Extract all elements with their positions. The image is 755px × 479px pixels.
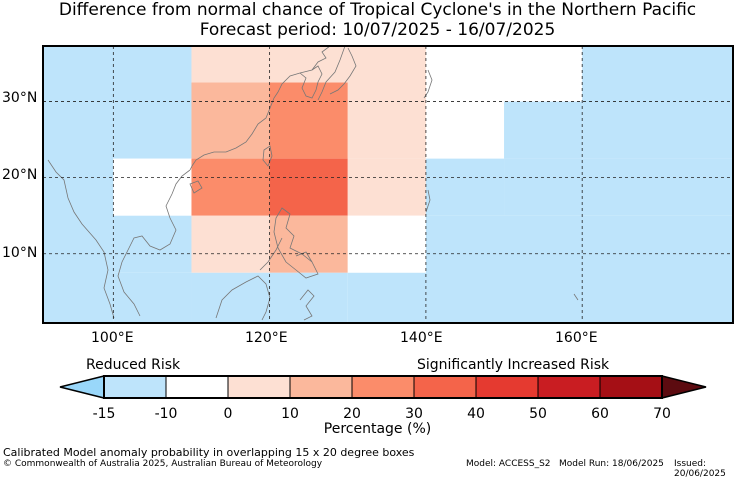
- colorbar-outline: [103, 375, 663, 399]
- japan-coastline: [317, 45, 357, 101]
- colorbar-tick: -10: [154, 406, 178, 422]
- risk-cell: [191, 158, 270, 216]
- colorbar-segment: [599, 375, 663, 399]
- colorbar-tick: 0: [223, 406, 233, 422]
- colorbar-segment: [165, 375, 229, 399]
- footer-model-run: Model Run: 18/06/2025: [559, 459, 664, 469]
- risk-cell: [191, 215, 270, 273]
- lon-label-140: 140°E: [400, 330, 443, 346]
- colorbar-tick: 40: [467, 406, 485, 422]
- colorbar-over-arrow: [661, 375, 707, 399]
- risk-cell: [347, 158, 426, 216]
- risk-cell: [269, 82, 348, 159]
- colorbar-tick: 10: [281, 406, 299, 422]
- risk-cell: [425, 215, 733, 323]
- philippines-coastline: [273, 207, 319, 279]
- lat-label-10: 10°N: [2, 245, 38, 261]
- risk-cell: [191, 272, 270, 323]
- risk-cell: [43, 101, 114, 323]
- lon-label-100: 100°E: [91, 330, 134, 346]
- colorbar-tick: 60: [591, 406, 609, 422]
- sulawesi-coastline: [299, 289, 315, 321]
- bay-of-bengal-coastline: [47, 159, 115, 319]
- graticule: [43, 46, 733, 323]
- hainan-coastline: [189, 180, 203, 194]
- borneo-coastline: [215, 275, 271, 321]
- colorbar-segment: [227, 375, 291, 399]
- korea-coastline: [299, 65, 323, 99]
- risk-cell: [269, 215, 348, 273]
- risk-cell: [425, 46, 583, 102]
- risk-cell: [113, 215, 192, 273]
- risk-cell: [347, 215, 426, 273]
- footer-issued: Issued: 20/06/2025: [674, 459, 726, 479]
- risk-grid-cells: [43, 46, 733, 323]
- colorbar-segment: [537, 375, 601, 399]
- map-frame: [42, 45, 734, 324]
- colorbar-tick: 50: [529, 406, 547, 422]
- colorbar-tick: 70: [653, 406, 671, 422]
- indochina-coastline: [117, 169, 191, 317]
- risk-cell: [191, 82, 270, 159]
- chart-title: Difference from normal chance of Tropica…: [58, 0, 697, 20]
- risk-cell: [113, 158, 192, 216]
- lat-label-30: 30°N: [2, 90, 38, 106]
- colorbar-segment: [475, 375, 539, 399]
- risk-cell: [269, 158, 348, 216]
- colorbar-tick: -15: [92, 406, 116, 422]
- colorbar-segment: [103, 375, 167, 399]
- footer-caption: Calibrated Model anomaly probability in …: [3, 446, 415, 459]
- risk-cell: [504, 101, 583, 159]
- risk-cell: [347, 82, 426, 159]
- colorbar-tick: 20: [343, 406, 361, 422]
- colorbar: [59, 375, 707, 399]
- reduced-risk-label: Reduced Risk: [86, 357, 181, 373]
- lat-label-20: 20°N: [2, 167, 38, 183]
- mindanao-coastline: [259, 237, 313, 271]
- risk-cell: [113, 272, 192, 323]
- colorbar-segment: [289, 375, 353, 399]
- lon-label-120: 120°E: [245, 330, 288, 346]
- forecast-period: Forecast period: 10/07/2025 - 16/07/2025: [199, 20, 556, 40]
- colorbar-segment: [413, 375, 477, 399]
- risk-cell: [504, 158, 733, 216]
- lon-label-160: 160°E: [555, 330, 598, 346]
- china-coastline: [189, 45, 331, 171]
- colorbar-unit-label: Percentage (%): [323, 421, 432, 437]
- risk-cell: [425, 158, 505, 216]
- increased-risk-label: Significantly Increased Risk: [417, 357, 610, 373]
- risk-cell: [582, 101, 733, 159]
- footer-copyright: © Commonwealth of Australia 2025, Austra…: [3, 459, 323, 469]
- risk-cell: [269, 272, 348, 323]
- risk-cell: [425, 101, 505, 159]
- colorbar-tick: 30: [405, 406, 423, 422]
- colorbar-under-arrow: [59, 375, 105, 399]
- footer-model: Model: ACCESS_S2: [466, 459, 551, 469]
- colorbar-segment: [351, 375, 415, 399]
- risk-cell: [347, 272, 426, 323]
- risk-cell: [113, 82, 192, 159]
- risk-cell: [582, 46, 733, 102]
